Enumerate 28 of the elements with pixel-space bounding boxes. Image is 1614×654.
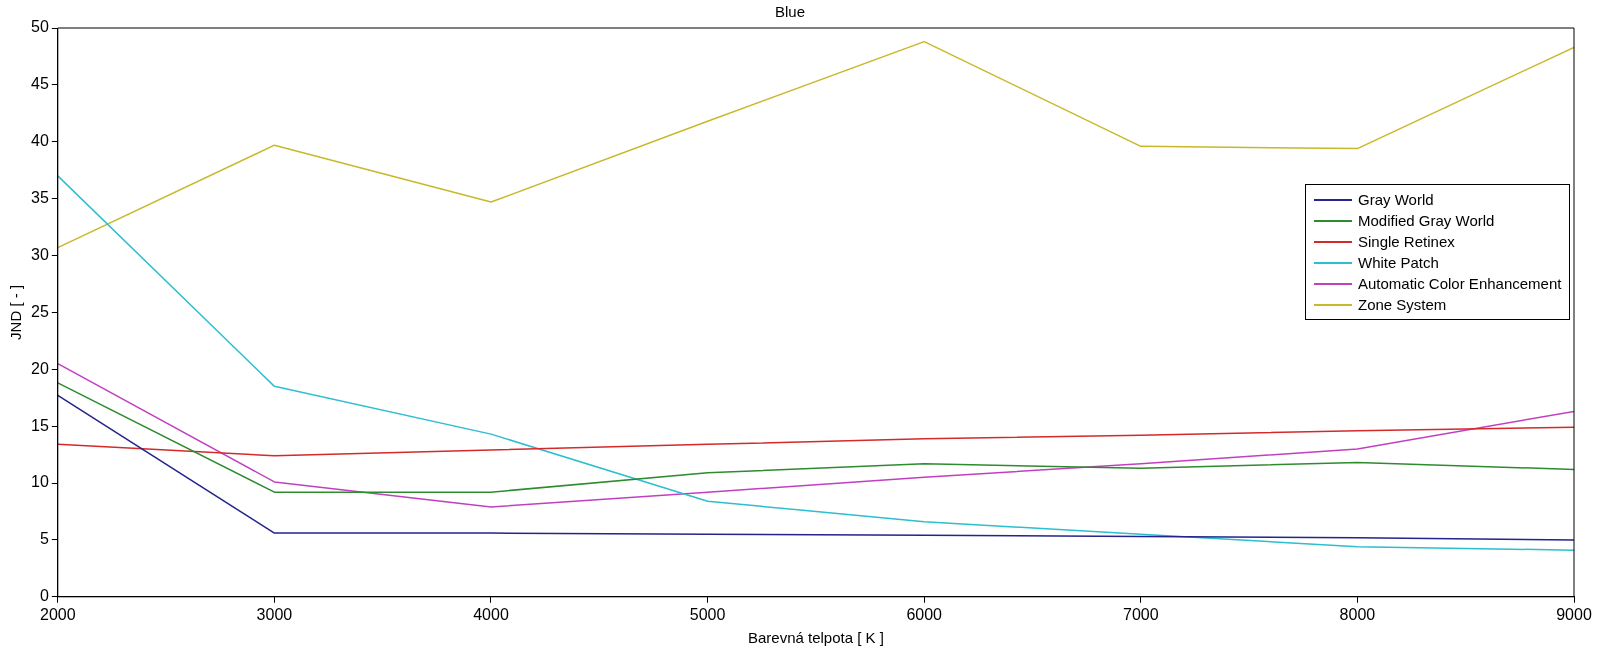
y-tick-label: 10 (31, 473, 49, 491)
y-tick-label: 15 (31, 416, 49, 434)
legend-label: Automatic Color Enhancement (1358, 275, 1562, 293)
x-axis-title: Barevná telpota [ K ] (747, 629, 884, 647)
y-tick-label: 30 (31, 245, 49, 263)
legend-label: Single Retinex (1358, 233, 1455, 251)
y-tick-label: 0 (39, 587, 49, 605)
x-tick-label: 6000 (906, 605, 943, 623)
y-tick-label: 35 (31, 189, 49, 207)
x-tick-label: 2000 (40, 605, 76, 623)
y-tick-label: 20 (31, 359, 49, 377)
y-tick-label: 45 (31, 75, 49, 93)
x-tick-label: 7000 (1123, 605, 1159, 623)
legend-label: White Patch (1358, 254, 1439, 272)
legend-label: Gray World (1358, 191, 1434, 209)
x-tick-label: 8000 (1339, 605, 1376, 623)
y-tick-label: 40 (31, 132, 49, 150)
y-tick-label: 25 (31, 302, 49, 320)
y-tick-label: 50 (31, 18, 49, 36)
legend-label: Zone System (1358, 296, 1447, 314)
legend-label: Modified Gray World (1358, 212, 1495, 230)
x-tick-label: 5000 (689, 605, 726, 623)
y-axis-title: JND [ - ] (7, 284, 25, 340)
x-tick-label: 9000 (1556, 605, 1592, 623)
chart-title: Blue (774, 3, 806, 21)
x-tick-label: 4000 (473, 605, 509, 623)
y-tick-label: 5 (39, 530, 49, 548)
x-tick-label: 3000 (256, 605, 293, 623)
